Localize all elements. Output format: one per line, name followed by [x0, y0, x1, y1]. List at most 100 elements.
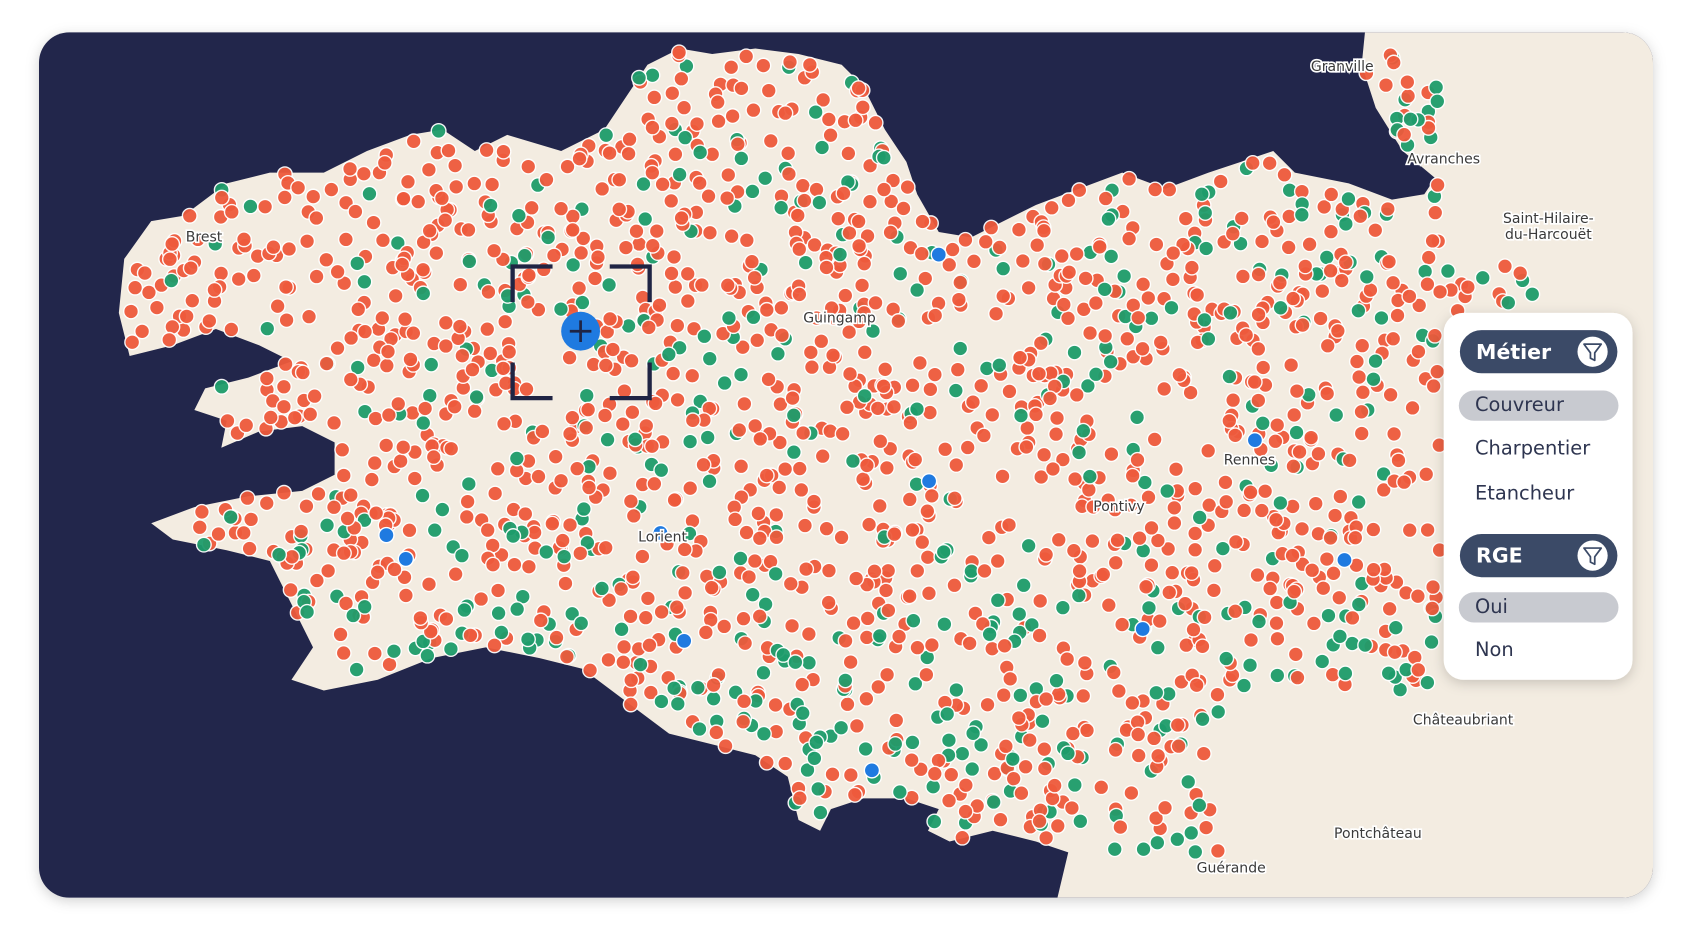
marker[interactable] [374, 232, 391, 249]
marker[interactable] [857, 740, 874, 758]
marker[interactable] [669, 317, 686, 334]
marker[interactable] [1287, 646, 1304, 663]
marker[interactable] [995, 260, 1012, 277]
marker[interactable] [437, 337, 454, 355]
marker[interactable] [957, 231, 974, 248]
marker[interactable] [825, 347, 842, 364]
marker[interactable] [992, 811, 1009, 828]
marker[interactable] [419, 647, 436, 664]
marker[interactable] [664, 85, 681, 102]
marker[interactable] [1093, 779, 1110, 796]
marker[interactable] [335, 645, 352, 662]
marker[interactable] [724, 108, 741, 125]
marker[interactable] [369, 564, 386, 581]
marker[interactable] [940, 792, 958, 809]
marker[interactable] [1396, 126, 1413, 143]
marker[interactable] [1156, 799, 1174, 816]
marker[interactable] [164, 236, 181, 253]
marker[interactable] [671, 44, 688, 61]
marker[interactable] [1030, 365, 1048, 382]
marker[interactable] [569, 460, 586, 477]
marker[interactable] [833, 719, 850, 736]
marker[interactable] [878, 459, 895, 476]
marker[interactable] [497, 313, 514, 330]
marker[interactable] [342, 371, 359, 388]
marker[interactable] [856, 344, 873, 361]
marker[interactable] [780, 165, 797, 183]
marker[interactable] [178, 308, 195, 325]
marker[interactable] [207, 235, 224, 252]
marker[interactable] [867, 114, 884, 131]
marker[interactable] [363, 471, 380, 488]
marker[interactable] [538, 543, 555, 560]
marker[interactable] [948, 456, 965, 474]
marker[interactable] [480, 283, 497, 300]
marker[interactable] [1250, 392, 1267, 409]
marker[interactable] [902, 414, 919, 431]
marker[interactable] [1140, 289, 1157, 307]
marker[interactable] [901, 588, 918, 605]
marker[interactable] [1307, 495, 1324, 512]
marker[interactable] [863, 762, 881, 779]
marker[interactable] [1031, 627, 1048, 644]
marker[interactable] [1301, 236, 1318, 253]
marker[interactable] [781, 53, 799, 71]
marker[interactable] [954, 745, 971, 762]
marker[interactable] [926, 765, 943, 782]
marker[interactable] [663, 265, 680, 282]
marker[interactable] [258, 495, 275, 512]
marker[interactable] [1352, 208, 1369, 225]
marker[interactable] [1420, 249, 1437, 266]
marker[interactable] [624, 569, 641, 586]
marker[interactable] [617, 239, 634, 256]
marker[interactable] [1218, 650, 1235, 667]
marker[interactable] [708, 724, 725, 741]
marker[interactable] [1373, 309, 1390, 326]
marker[interactable] [744, 586, 761, 603]
marker[interactable] [688, 115, 706, 133]
marker[interactable] [743, 253, 760, 270]
marker[interactable] [1419, 674, 1436, 691]
marker[interactable] [1038, 546, 1055, 563]
marker[interactable] [1336, 551, 1353, 569]
marker[interactable] [815, 91, 832, 108]
marker[interactable] [325, 499, 342, 516]
marker[interactable] [516, 247, 533, 264]
marker[interactable] [773, 299, 790, 316]
marker[interactable] [1221, 368, 1238, 385]
marker[interactable] [594, 180, 611, 197]
marker[interactable] [182, 260, 199, 277]
marker[interactable] [1105, 664, 1122, 681]
marker[interactable] [308, 210, 325, 227]
marker[interactable] [952, 274, 969, 291]
marker[interactable] [318, 251, 335, 268]
marker[interactable] [946, 577, 963, 594]
marker[interactable] [1112, 819, 1129, 836]
marker[interactable] [729, 136, 746, 153]
marker[interactable] [447, 566, 464, 583]
marker[interactable] [1075, 687, 1092, 704]
marker[interactable] [466, 403, 483, 420]
marker[interactable] [653, 693, 670, 710]
marker[interactable] [1044, 790, 1061, 807]
marker[interactable] [293, 523, 310, 540]
marker[interactable] [1221, 412, 1238, 429]
marker[interactable] [925, 778, 942, 795]
marker[interactable] [791, 286, 808, 303]
marker[interactable] [1474, 269, 1491, 286]
marker[interactable] [625, 507, 642, 524]
marker[interactable] [807, 104, 824, 121]
marker[interactable] [1276, 166, 1293, 183]
marker[interactable] [1217, 474, 1234, 491]
filter-option[interactable]: Etancheur [1475, 482, 1574, 505]
marker[interactable] [948, 681, 965, 698]
marker[interactable] [1209, 686, 1226, 703]
marker[interactable] [644, 67, 661, 84]
marker[interactable] [1188, 677, 1205, 694]
marker[interactable] [1201, 497, 1218, 514]
marker[interactable] [737, 635, 754, 652]
marker[interactable] [926, 366, 943, 383]
marker[interactable] [466, 175, 483, 192]
marker[interactable] [1148, 684, 1165, 701]
marker[interactable] [917, 270, 934, 287]
